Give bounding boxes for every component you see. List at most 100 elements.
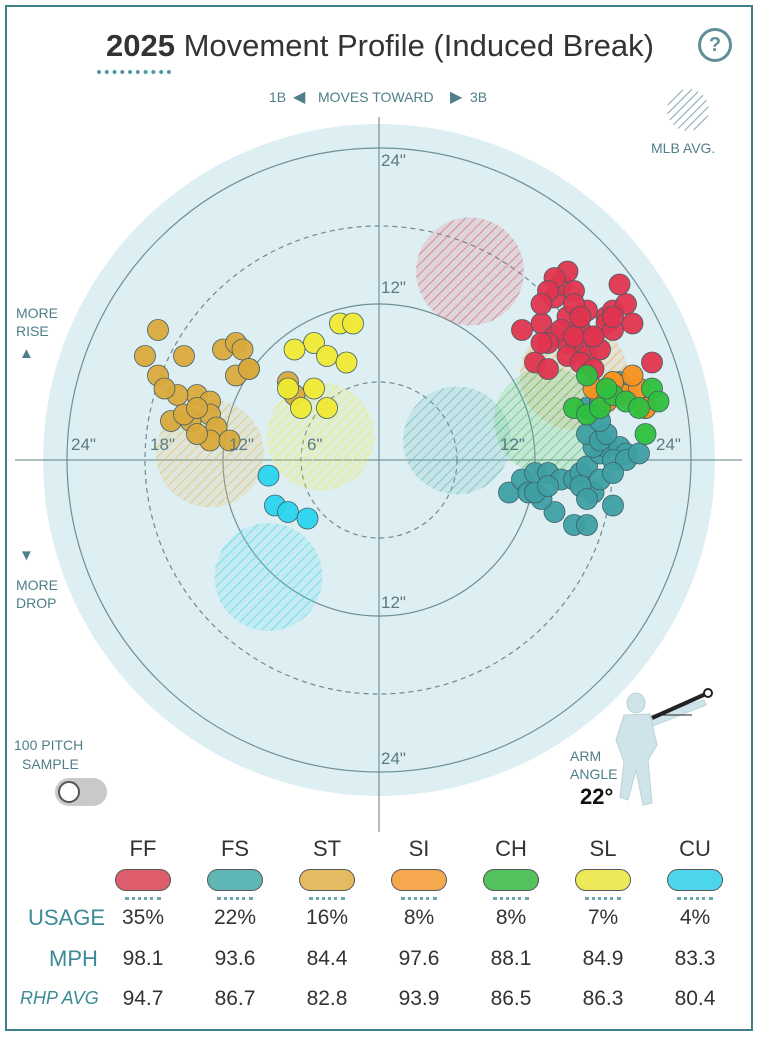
- sample-label-line1: 100 PITCH: [14, 737, 84, 753]
- ring-label-bottom-24: 24": [381, 749, 406, 768]
- page-title: 2025 Movement Profile (Induced Break): [0, 28, 760, 64]
- mph-value: 93.6: [214, 947, 256, 970]
- pitch-point-sl: [335, 351, 358, 374]
- pitch-code-header: CU: [679, 836, 711, 861]
- pitch-point-ch: [595, 377, 618, 400]
- pitch-point-ff: [511, 319, 533, 341]
- arm-angle-label-line1: ARM: [570, 748, 602, 764]
- pitch-point-st: [238, 358, 260, 380]
- ring-label-top-12: 12": [381, 278, 406, 297]
- rhp-avg-value: 82.8: [306, 987, 348, 1010]
- pitch-point-cu: [296, 507, 319, 530]
- usage-value: 8%: [403, 906, 435, 929]
- mph-value: 97.6: [398, 947, 440, 970]
- pitch-color-swatch: [575, 869, 631, 891]
- right-arrow-icon: ▶: [450, 89, 463, 106]
- mph-value: 88.1: [490, 947, 532, 970]
- usage-dotted-rule: [309, 897, 345, 900]
- more-rise-label-line2: RISE: [16, 323, 49, 339]
- pitch-point-sl: [316, 345, 338, 367]
- pitch-code-header: FS: [220, 836, 250, 861]
- title-text: Movement Profile (Induced Break): [183, 28, 654, 63]
- pitch-point-sl: [303, 377, 325, 400]
- pitch-point-sl: [283, 338, 306, 361]
- pitch-point-ff: [530, 293, 553, 315]
- rhp-avg-value: 93.9: [398, 987, 440, 1010]
- more-rise-label-line1: MORE: [16, 305, 58, 321]
- pitch-point-ff: [608, 273, 631, 296]
- left-arrow-icon: ◀: [293, 89, 306, 106]
- pitch-point-ch: [628, 397, 650, 419]
- usage-dotted-rule: [585, 897, 621, 900]
- pitch-point-ff: [582, 325, 605, 348]
- ring-label-left-6: 6": [307, 435, 323, 454]
- rhp-avg-value: 86.5: [490, 987, 532, 1010]
- ring-label-bottom-12: 12": [381, 593, 406, 612]
- rhp-avg-row-label: RHP AVG: [20, 988, 99, 1008]
- ring-label-left-18: 18": [150, 435, 175, 454]
- mlb-avg-legend-swatch: [667, 89, 709, 131]
- pitch-color-swatch: [299, 869, 355, 891]
- usage-value: 16%: [305, 906, 349, 929]
- usage-value: 35%: [121, 906, 165, 929]
- up-arrow-icon: ▲: [19, 345, 34, 362]
- pitch-point-ch: [647, 390, 670, 413]
- arm-angle-marker: [703, 688, 713, 698]
- usage-row-label: USAGE: [28, 905, 106, 930]
- pitch-point-sl: [277, 377, 299, 400]
- more-drop-label-line2: DROP: [16, 595, 57, 611]
- mlb-avg-zone-fs: [403, 386, 511, 495]
- rhp-avg-value: 86.3: [582, 987, 624, 1010]
- pitch-point-st: [231, 338, 254, 361]
- pitch-point-sl: [342, 312, 364, 335]
- pitch-color-swatch: [115, 869, 171, 891]
- pitch-sample-toggle[interactable]: [55, 778, 107, 806]
- pitch-point-st: [186, 397, 208, 419]
- arm-angle-value: 22°: [580, 784, 614, 809]
- mph-value: 83.3: [674, 947, 716, 970]
- pitch-color-swatch: [667, 869, 723, 891]
- pitch-point-si: [621, 364, 644, 387]
- pitch-point-fs: [537, 475, 559, 497]
- pitch-point-fs: [576, 514, 598, 536]
- pitch-point-ff: [615, 293, 637, 315]
- pitch-point-ff: [569, 306, 592, 328]
- usage-dotted-rule: [217, 897, 253, 900]
- pitch-point-fs: [576, 488, 598, 510]
- pitch-point-sl: [303, 332, 325, 354]
- movement-chart: [15, 89, 742, 832]
- usage-value: 4%: [679, 906, 711, 929]
- rhp-avg-value: 80.4: [674, 987, 716, 1010]
- pitch-point-fs: [602, 494, 624, 517]
- pitch-code-header: ST: [312, 836, 342, 861]
- arm-angle-line: [651, 691, 709, 720]
- pitch-point-ff: [537, 358, 559, 380]
- pitch-code-header: SL: [589, 836, 617, 861]
- ring-label-right-12: 12": [500, 435, 525, 454]
- pitch-point-sl: [290, 397, 312, 419]
- more-drop-label-line1: MORE: [16, 577, 58, 593]
- pitch-point-cu: [277, 501, 299, 523]
- pitch-point-ch: [589, 397, 611, 419]
- pitch-point-st: [153, 377, 176, 400]
- pitch-point-st: [186, 423, 208, 445]
- pitch-code-header: CH: [495, 836, 527, 861]
- toggle-knob: [58, 781, 80, 803]
- pitch-point-fs: [543, 501, 566, 523]
- rhp-avg-value: 94.7: [122, 987, 164, 1010]
- usage-dotted-rule: [401, 897, 437, 900]
- pitch-point-fs: [628, 442, 650, 465]
- down-arrow-icon: ▼: [19, 547, 34, 564]
- pitch-point-fs: [602, 462, 624, 484]
- ring-label-left-24: 24": [71, 435, 96, 454]
- pitch-point-ch: [634, 423, 657, 445]
- pitch-point-ff: [641, 351, 663, 374]
- help-button[interactable]: ?: [698, 28, 732, 62]
- usage-value: 22%: [213, 906, 257, 929]
- pitch-code-header: SI: [408, 836, 430, 861]
- pitcher-silhouette-icon: [615, 692, 707, 806]
- pitch-code-header: FF: [129, 836, 157, 861]
- mlb-avg-label: MLB AVG.: [651, 140, 716, 156]
- pitch-color-swatch: [391, 869, 447, 891]
- pitch-point-st: [173, 345, 195, 367]
